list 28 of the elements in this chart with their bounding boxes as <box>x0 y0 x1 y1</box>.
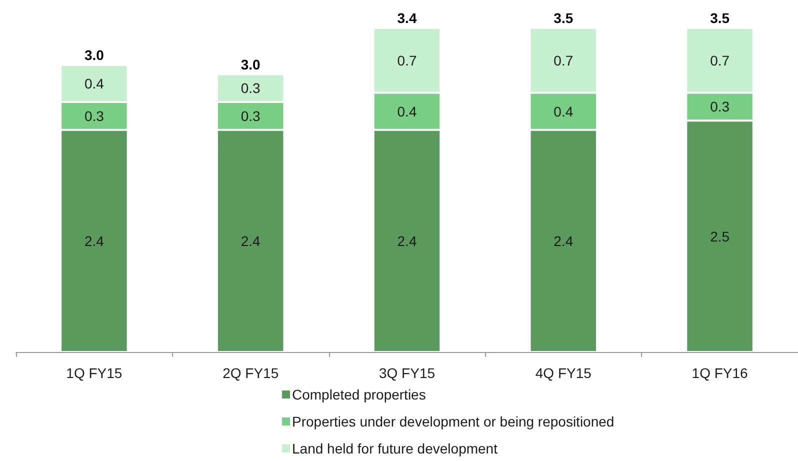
data-label: 0.3 <box>84 108 104 124</box>
total-label: 3.0 <box>240 56 261 72</box>
data-label: 0.7 <box>710 52 730 68</box>
data-label: 0.4 <box>397 103 417 120</box>
data-label: 2.4 <box>397 232 417 249</box>
data-label: 2.4 <box>240 232 261 249</box>
data-label: 2.4 <box>84 232 104 249</box>
data-label: 2.5 <box>710 228 730 244</box>
x-tick-label: 2Q FY15 <box>222 365 279 381</box>
legend-label: Land held for future development <box>292 440 498 456</box>
total-label: 3.5 <box>710 10 730 26</box>
x-tick-label: 1Q FY15 <box>66 365 122 381</box>
data-label: 0.4 <box>84 76 104 92</box>
data-label: 0.3 <box>710 98 730 115</box>
legend-label: Completed properties <box>292 386 426 402</box>
legend-label: Properties under development or being repositioned <box>292 414 614 430</box>
total-label: 3.5 <box>554 10 574 26</box>
data-label: 0.3 <box>240 80 261 96</box>
x-tick-label: 3Q FY15 <box>378 365 436 381</box>
data-label: 2.4 <box>554 232 574 249</box>
total-label: 3.0 <box>84 47 104 64</box>
data-label: 0.4 <box>554 103 574 120</box>
data-label: 0.7 <box>397 52 417 68</box>
data-label: 0.3 <box>240 108 261 124</box>
total-label: 3.4 <box>397 10 417 26</box>
x-tick-label: 4Q FY15 <box>535 365 592 381</box>
data-label: 0.7 <box>554 52 574 68</box>
x-tick-label: 1Q FY16 <box>692 365 748 381</box>
